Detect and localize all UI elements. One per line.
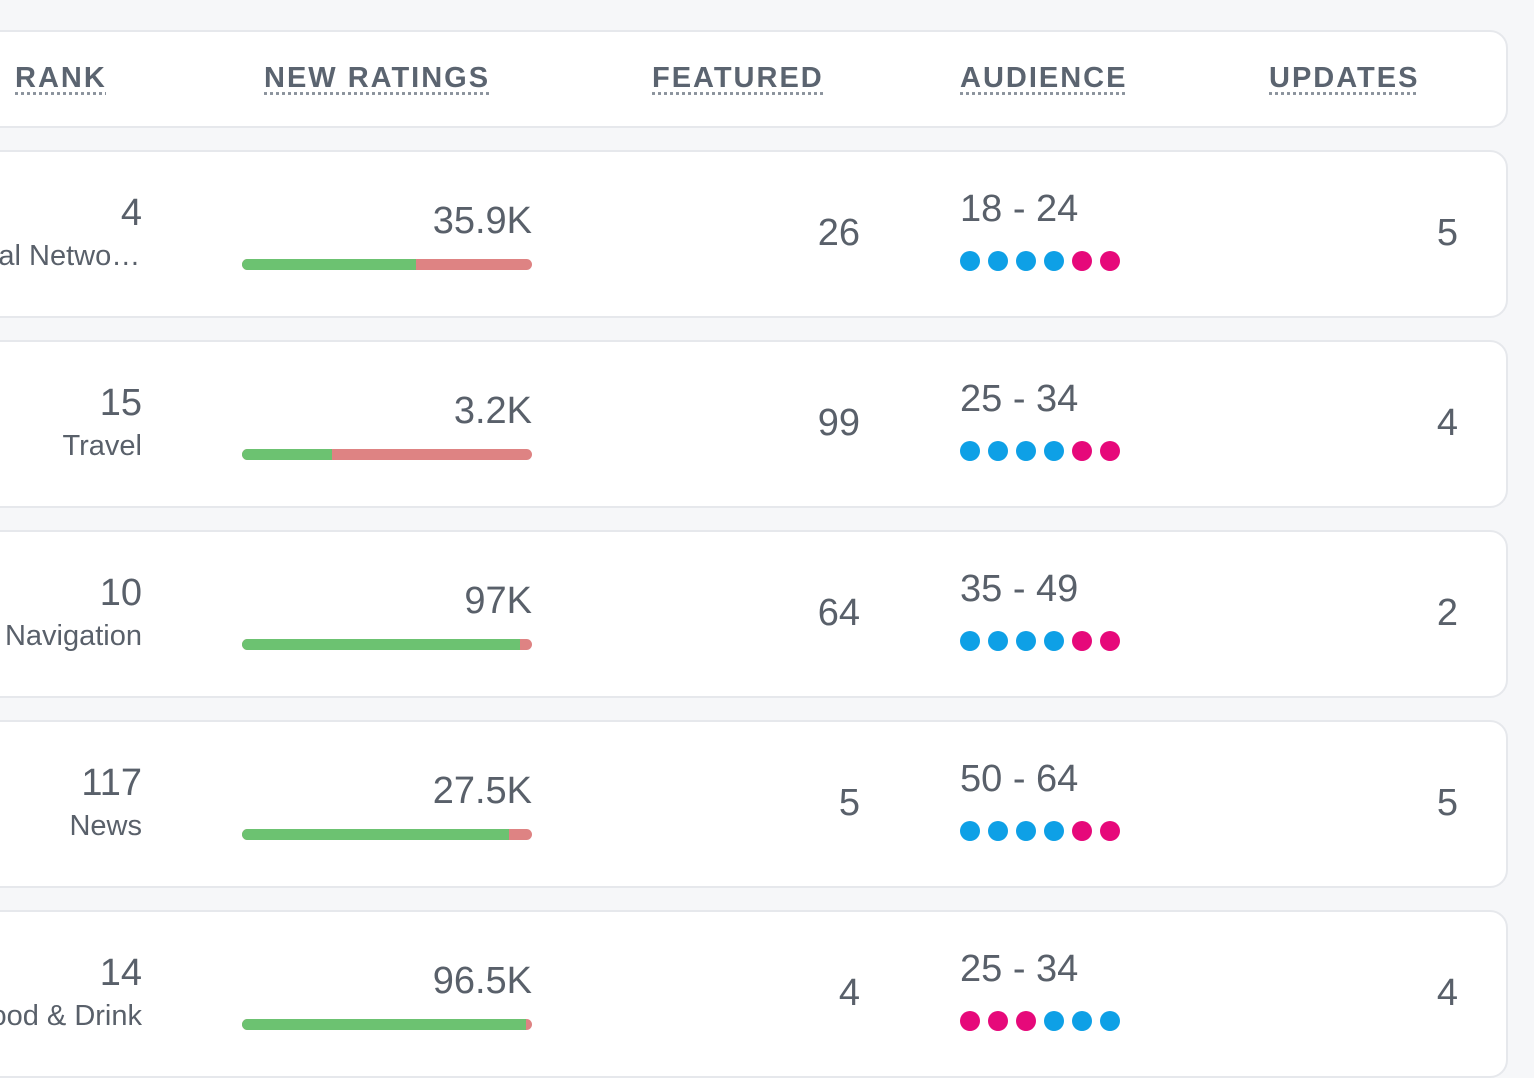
audience-dot-pink xyxy=(1100,821,1120,841)
column-header-updates[interactable]: UPDATES xyxy=(1269,62,1420,94)
new-ratings-value: 96.5K xyxy=(432,960,532,1002)
table-row[interactable] xyxy=(0,720,1508,888)
audience-dot-blue xyxy=(960,251,980,271)
new-ratings-value: 35.9K xyxy=(432,200,532,242)
column-header-new-ratings[interactable]: NEW RATINGS xyxy=(264,62,491,94)
table-row[interactable] xyxy=(0,530,1508,698)
rank-category: Food & Drink xyxy=(0,1000,142,1032)
audience-dot-pink xyxy=(988,1011,1008,1031)
audience-gender-dots xyxy=(960,1011,1120,1031)
audience-dot-blue xyxy=(1016,441,1036,461)
audience-range: 25 - 34 xyxy=(960,378,1079,420)
rank-value: 117 xyxy=(81,762,142,804)
audience-dot-blue xyxy=(960,821,980,841)
audience-dot-blue xyxy=(1044,441,1064,461)
audience-dot-blue xyxy=(1100,1011,1120,1031)
featured-value: 26 xyxy=(817,212,860,254)
ratings-sentiment-bar xyxy=(242,259,532,270)
audience-dot-pink xyxy=(960,1011,980,1031)
featured-value: 99 xyxy=(817,402,860,444)
audience-dot-blue xyxy=(1072,1011,1092,1031)
audience-dot-pink xyxy=(1100,251,1120,271)
rank-value: 14 xyxy=(99,952,142,994)
ratings-positive-fill xyxy=(242,449,332,460)
ratings-sentiment-bar xyxy=(242,1019,532,1030)
updates-value: 2 xyxy=(1436,592,1458,634)
ratings-positive-fill xyxy=(242,639,521,650)
audience-dot-blue xyxy=(1044,821,1064,841)
audience-dot-pink xyxy=(1072,251,1092,271)
ratings-positive-fill xyxy=(242,1019,527,1030)
featured-value: 64 xyxy=(817,592,860,634)
audience-dot-blue xyxy=(1044,631,1064,651)
audience-range: 25 - 34 xyxy=(960,948,1079,990)
column-header-featured[interactable]: FEATURED xyxy=(652,62,824,94)
ratings-positive-fill xyxy=(242,829,509,840)
featured-value: 5 xyxy=(838,782,860,824)
column-header-rank[interactable]: RANK xyxy=(15,62,107,94)
table-row[interactable] xyxy=(0,910,1508,1078)
rank-category: Social Networking xyxy=(0,240,142,272)
rank-category: News xyxy=(69,810,142,842)
audience-dot-pink xyxy=(1100,631,1120,651)
audience-dot-blue xyxy=(1016,821,1036,841)
audience-range: 50 - 64 xyxy=(960,758,1079,800)
audience-dot-blue xyxy=(988,251,1008,271)
audience-dot-blue xyxy=(988,821,1008,841)
rank-value: 10 xyxy=(99,572,142,614)
audience-range: 18 - 24 xyxy=(960,188,1079,230)
audience-dot-pink xyxy=(1072,441,1092,461)
audience-dot-blue xyxy=(960,441,980,461)
audience-dot-blue xyxy=(988,631,1008,651)
ratings-sentiment-bar xyxy=(242,449,532,460)
audience-dot-blue xyxy=(1016,251,1036,271)
audience-gender-dots xyxy=(960,821,1120,841)
new-ratings-value: 3.2K xyxy=(453,390,532,432)
audience-range: 35 - 49 xyxy=(960,568,1079,610)
audience-gender-dots xyxy=(960,441,1120,461)
audience-dot-pink xyxy=(1016,1011,1036,1031)
ratings-sentiment-bar xyxy=(242,829,532,840)
audience-dot-pink xyxy=(1072,631,1092,651)
featured-value: 4 xyxy=(838,972,860,1014)
ratings-sentiment-bar xyxy=(242,639,532,650)
column-header-audience[interactable]: AUDIENCE xyxy=(960,62,1128,94)
new-ratings-value: 27.5K xyxy=(432,770,532,812)
table-row[interactable] xyxy=(0,150,1508,318)
audience-dot-blue xyxy=(960,631,980,651)
table-row[interactable] xyxy=(0,340,1508,508)
new-ratings-value: 97K xyxy=(464,580,532,622)
updates-value: 4 xyxy=(1436,972,1458,1014)
table-header xyxy=(0,30,1508,128)
rank-value: 4 xyxy=(120,192,142,234)
rank-category: Navigation xyxy=(4,620,142,652)
updates-value: 4 xyxy=(1436,402,1458,444)
updates-value: 5 xyxy=(1436,782,1458,824)
audience-dot-blue xyxy=(1044,1011,1064,1031)
audience-dot-blue xyxy=(988,441,1008,461)
ratings-positive-fill xyxy=(242,259,416,270)
rank-value: 15 xyxy=(99,382,142,424)
updates-value: 5 xyxy=(1436,212,1458,254)
audience-dot-pink xyxy=(1072,821,1092,841)
rank-category: Travel xyxy=(62,430,143,462)
audience-dot-pink xyxy=(1100,441,1120,461)
audience-dot-blue xyxy=(1016,631,1036,651)
audience-gender-dots xyxy=(960,251,1120,271)
audience-gender-dots xyxy=(960,631,1120,651)
audience-dot-blue xyxy=(1044,251,1064,271)
